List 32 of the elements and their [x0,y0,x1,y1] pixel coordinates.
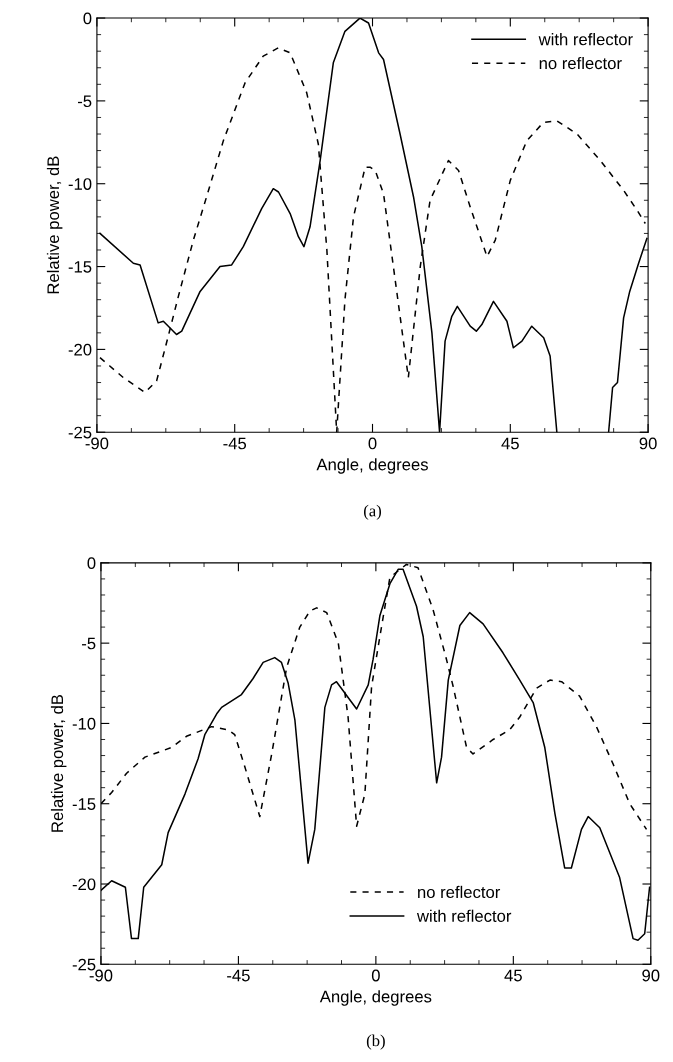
y-tick-label: -15 [72,798,96,810]
y-tick-label: -5 [82,637,96,650]
x-axis-title: Angle, degrees [316,458,428,474]
y-axis-title: Relative power, dB [46,156,63,294]
x-tick-label: 90 [642,969,660,982]
y-tick-label: -25 [68,426,92,439]
x-tick-label: 45 [504,969,522,982]
y-tick-label: -25 [72,958,96,971]
y-tick-label: -20 [68,343,92,356]
x-tick-label: 0 [371,969,380,982]
x-tick-label: -90 [89,969,113,982]
x-axis-title: Angle, degrees [319,990,432,1006]
y-tick-label: -20 [72,878,96,891]
y-tick-label: 0 [87,557,96,570]
legend-label: no reflector [539,56,622,70]
y-tick-label: 0 [83,12,92,25]
y-tick-label: -10 [68,178,92,190]
x-tick-label: 90 [639,437,657,450]
x-tick-label: -45 [223,437,247,450]
x-tick-label: -45 [227,969,250,982]
x-tick-label: -90 [85,437,109,450]
x-tick-label: 0 [368,437,377,450]
legend-label: with reflector [538,33,633,46]
x-tick-label: 45 [501,437,519,450]
y-tick-label: -15 [68,261,92,273]
text: (a) [363,504,382,520]
legend-label: no reflector [418,885,501,899]
y-tick-label: -10 [72,717,96,730]
text: (b) [366,1034,385,1050]
y-tick-label: -5 [77,95,92,108]
y-axis-title: Relative power, dB [50,694,67,832]
legend-label: with reflector [416,909,512,922]
